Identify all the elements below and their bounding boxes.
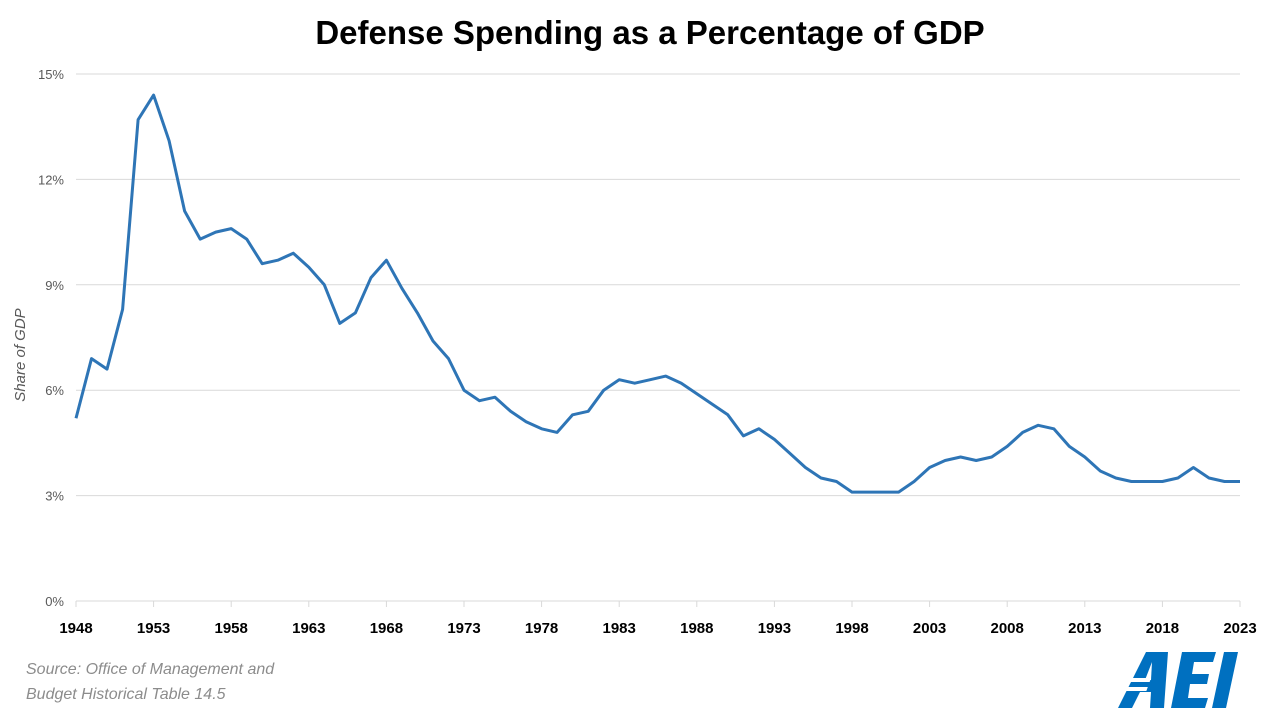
chart-title: Defense Spending as a Percentage of GDP [315,14,985,51]
x-tick-label: 1953 [137,620,170,637]
source-note-line1: Source: Office of Management and [26,661,275,678]
y-tick-label: 15% [38,67,64,82]
x-tick-label: 2023 [1223,620,1256,637]
x-tick-label: 2018 [1146,620,1179,637]
gridlines [76,73,1240,602]
source-note-line2: Budget Historical Table 14.5 [26,686,226,703]
y-tick-label: 6% [45,383,64,398]
series-layer [74,93,1240,494]
x-tick-label: 1978 [525,620,558,637]
x-tick-label: 2008 [991,620,1024,637]
source-note: Source: Office of Management and Budget … [26,657,274,707]
y-tick-label: 12% [38,172,64,187]
aei-logo [1116,652,1238,708]
series-line [74,93,1240,494]
x-tick-label: 1973 [447,620,480,637]
x-tick-label: 1968 [370,620,403,637]
x-tick-label: 1998 [835,620,868,637]
x-tick-label: 1988 [680,620,713,637]
logo-letter-i [1212,652,1238,708]
y-axis-label: Share of GDP [12,308,29,401]
x-axis-ticks: 1948 1953 1958 1963 1968 1973 1978 1983 1988 1993… [59,601,1257,637]
y-tick-label: 9% [45,278,64,293]
x-tick-label: 1948 [59,620,92,637]
x-tick-label: 1993 [758,620,791,637]
x-tick-label: 2003 [913,620,946,637]
logo-letter-e [1171,652,1216,708]
x-tick-label: 1958 [215,620,248,637]
y-tick-label: 3% [45,489,64,504]
y-tick-label: 0% [45,594,64,609]
y-axis-ticks: 0% 3% 6% 9% 12% 15% [38,67,64,609]
x-tick-label: 2013 [1068,620,1101,637]
x-tick-label: 1983 [603,620,636,637]
x-tick-label: 1963 [292,620,325,637]
